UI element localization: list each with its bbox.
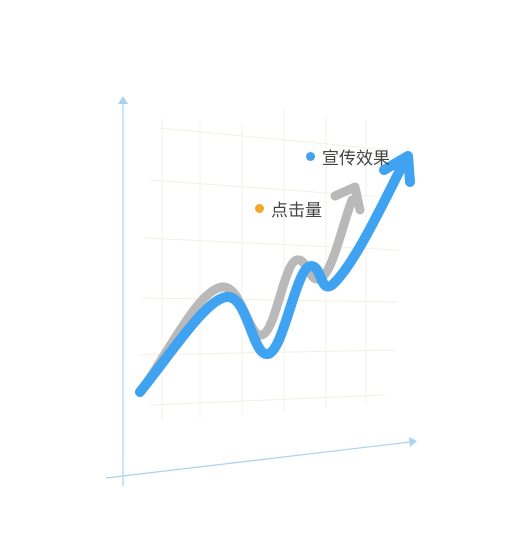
grid-line: [149, 394, 386, 406]
legend-label-promotion-effect: 宣传效果: [322, 149, 390, 169]
x-axis-line: [105, 441, 411, 479]
primary-arrow: [135, 151, 415, 397]
legend-dot-orange: [255, 204, 264, 213]
x-axis-arrowhead: [409, 437, 417, 447]
secondary-arrow-line: [137, 195, 357, 395]
grid-line: [141, 297, 399, 303]
legend-item-clicks: 点击量: [255, 196, 322, 221]
legend-dot-blue: [306, 152, 315, 161]
arrow-up-right-icon: [330, 182, 365, 215]
legend-item-promotion-effect: 宣传效果: [306, 144, 390, 169]
legend-label-clicks: 点击量: [271, 201, 322, 221]
grid-line: [159, 127, 391, 151]
axes: [105, 96, 417, 486]
arrow-up-right-icon: [379, 151, 415, 187]
primary-arrow-line: [135, 157, 409, 397]
y-axis-arrowhead: [118, 96, 128, 104]
